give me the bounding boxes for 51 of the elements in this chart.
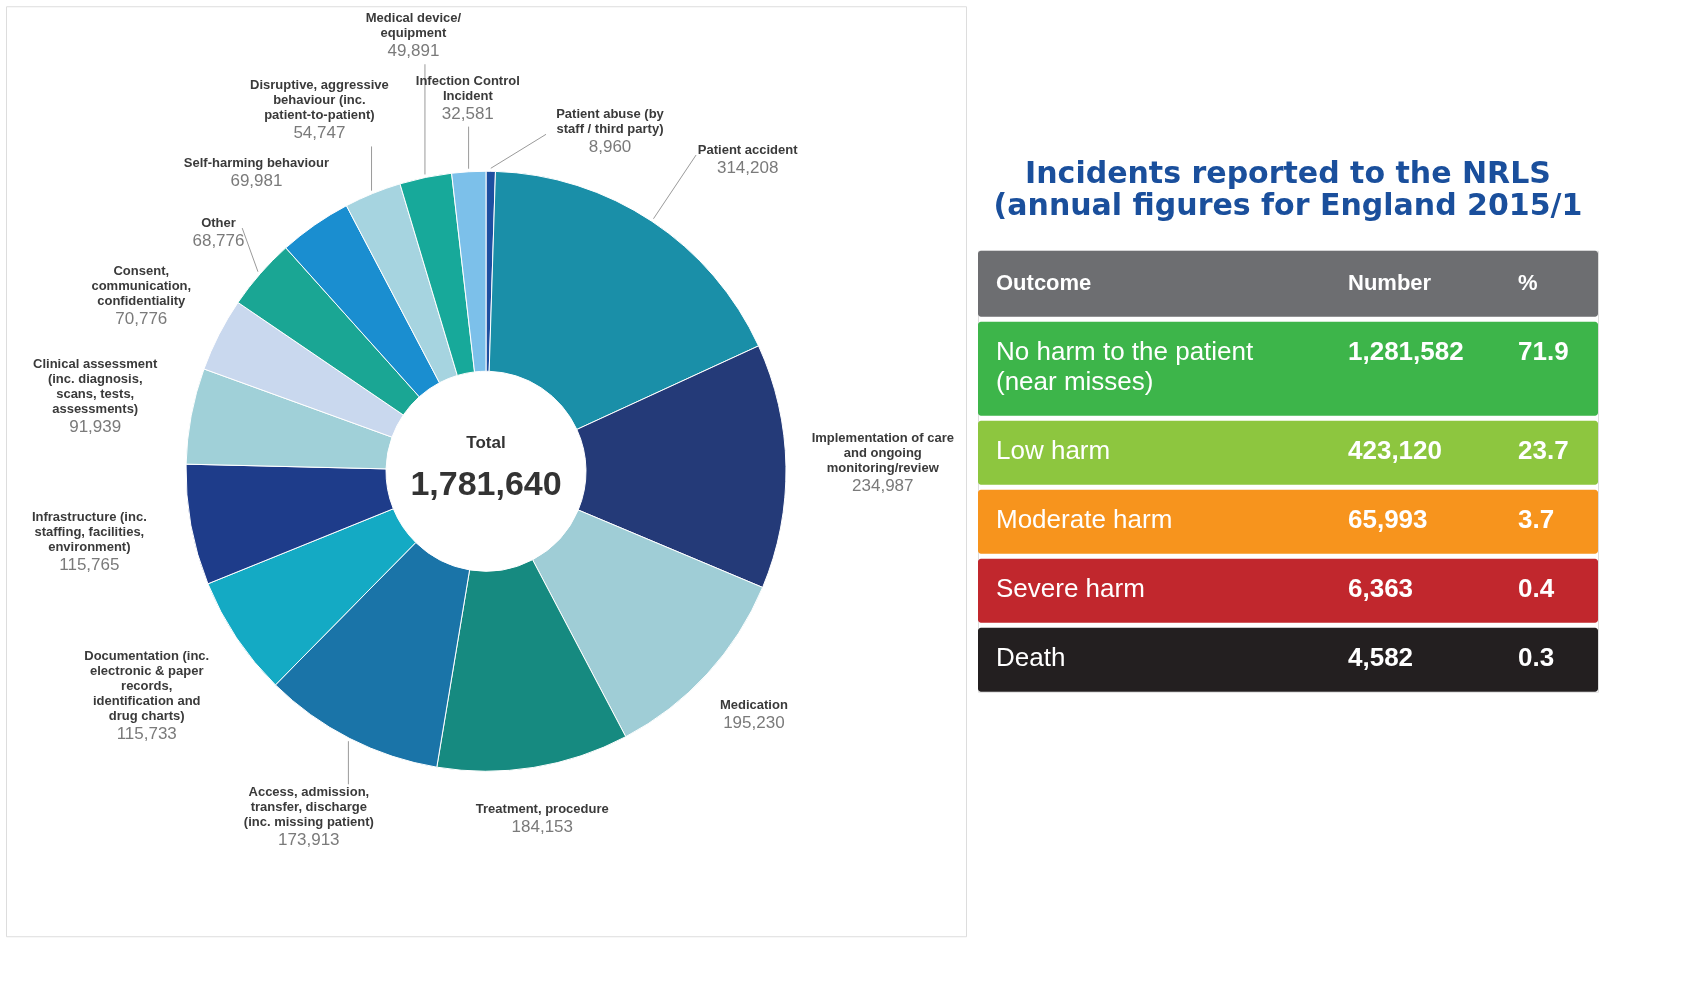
data-label: 173,913 [278,830,340,850]
text: 1,281,582 [1348,335,1464,366]
text: Incidents reported to the NRLS (annual figures for England 2015/1 [993,154,1583,222]
text: Outcome [996,269,1092,295]
text: 71.9 [1518,335,1569,366]
text: Death [996,641,1066,672]
text: Low harm [996,434,1111,465]
data-label: 69,981 [230,170,283,190]
data-label: 91,939 [69,416,122,436]
slice-label: Access, admission, transfer, discharge (inc. missing patient) [243,784,374,830]
text: 4,582 [1348,641,1414,672]
text: 65,993 [1348,503,1428,534]
text: % [1518,269,1538,295]
data-label: 70,776 [115,309,168,329]
data-label: 234,987 [852,476,914,496]
text: Moderate harm [996,503,1173,534]
text: Total [466,433,506,453]
data-label: 115,765 [59,555,120,575]
data-label: 195,230 [723,713,785,733]
data-label: 8,960 [588,137,632,157]
data-label: 32,581 [441,103,494,123]
text: 0.4 [1518,572,1555,603]
text: Number [1348,269,1432,295]
text: 23.7 [1518,434,1569,465]
slice-label: Infection Control Incident [415,72,520,103]
slice-label: Documentation (inc. electronic & paper records, identification and drug charts) [84,648,210,724]
text: 6,363 [1348,572,1414,603]
slice-label: Treatment, procedure [475,800,609,816]
text: 423,120 [1348,434,1442,465]
slice-label: Clinical assessment (inc. diagnosis, scans, tests, assessments) [33,355,158,416]
text: 3.7 [1518,503,1555,534]
data-label: 115,733 [116,724,177,744]
slice-label: Implementation of care and ongoing monitoring/review [811,430,954,476]
data-label: 54,747 [293,123,346,143]
data-label: 49,891 [387,41,440,61]
text: 0.3 [1518,641,1555,672]
slice-label: Consent, communication, confidentiality [91,263,192,309]
data-label: 314,208 [716,158,779,178]
slice-label: Patient accident [697,142,799,158]
text: No harm to the patient (near misses) [996,335,1255,396]
data-label: 68,776 [192,231,245,251]
slice-label: Patient abuse (by staff / third party) [556,106,665,137]
slice-label: Disruptive, aggressive behaviour (inc. patient-to-patient) [250,77,389,123]
text: 1,781,640 [410,464,562,503]
text: Severe harm [996,572,1145,603]
data-label: 184,153 [511,816,573,836]
slice-label: Medication [719,697,788,713]
slice-label: Other [201,215,236,231]
slice-label: Infrastructure (inc. staffing, facilities, environment) [31,509,147,555]
slice-label: Medical device/ equipment [365,10,462,41]
slice-label: Self-harming behaviour [183,154,330,170]
